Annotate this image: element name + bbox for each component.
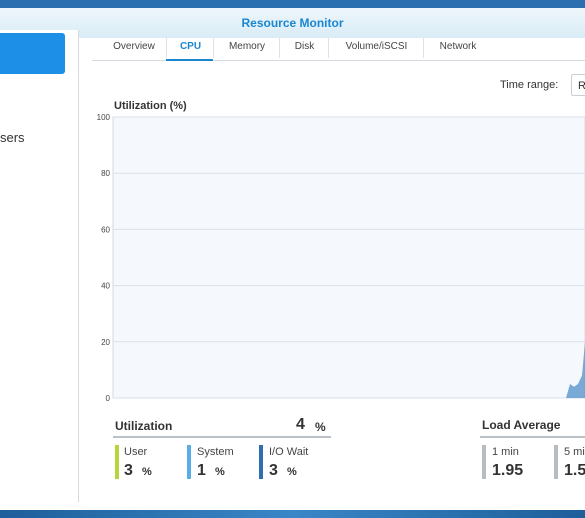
user-color-bar <box>115 445 119 479</box>
time-range-select[interactable]: R <box>571 74 585 96</box>
system-value: 1 <box>197 462 206 479</box>
chart-areas <box>562 341 585 398</box>
y-tick-label: 60 <box>101 225 110 234</box>
y-tick-label: 40 <box>101 282 110 291</box>
nav-item-users[interactable]: sers <box>0 130 25 145</box>
y-tick-label: 0 <box>106 394 111 403</box>
resource-tabs: Overview CPU Memory Disk Volume/iSCSI Ne… <box>92 30 585 61</box>
load-5min-value: 1.5 <box>564 462 585 479</box>
load-1min-value: 1.95 <box>492 462 524 479</box>
y-tick-label: 100 <box>97 113 111 122</box>
load-1min-label: 1 min <box>492 446 519 458</box>
load-average-divider <box>480 436 585 438</box>
chart-gridlines <box>113 116 585 399</box>
io-wait-label: I/O Wait <box>269 446 309 458</box>
chart-title: Utilization (%) <box>114 100 187 112</box>
y-axis-ticks: 100 80 60 40 20 0 <box>97 113 111 403</box>
io-wait-unit: % <box>287 466 297 478</box>
io-wait-value: 3 <box>269 462 278 479</box>
system-unit: % <box>215 466 225 478</box>
system-color-bar <box>187 445 191 479</box>
load-1min-bar <box>482 445 486 479</box>
window-title: Resource Monitor <box>0 8 585 38</box>
selected-nav-item[interactable] <box>0 33 65 74</box>
utilization-total-value: 4 <box>296 416 305 433</box>
y-tick-label: 20 <box>101 338 110 347</box>
load-5min-label: 5 mi <box>564 446 585 458</box>
left-navigation: sers <box>0 30 79 502</box>
user-label: User <box>124 446 148 458</box>
tab-overview[interactable]: Overview <box>113 41 155 52</box>
load-average-title: Load Average <box>482 418 561 432</box>
utilization-title: Utilization <box>115 419 173 433</box>
area-series-1 <box>562 341 585 398</box>
tab-volume-iscsi[interactable]: Volume/iSCSI <box>328 38 424 58</box>
tab-network[interactable]: Network <box>423 38 492 58</box>
io-wait-color-bar <box>259 445 263 479</box>
utilization-total-unit: % <box>315 420 326 434</box>
utilization-divider <box>113 436 331 438</box>
tab-memory[interactable]: Memory <box>213 38 280 58</box>
tab-disk[interactable]: Disk <box>279 38 329 58</box>
system-label: System <box>197 446 234 458</box>
chart-plot-area <box>112 116 585 399</box>
load-5min-bar <box>554 445 558 479</box>
time-range-label: Time range: <box>500 79 559 91</box>
window-bottom-edge <box>0 510 585 518</box>
user-value: 3 <box>124 462 133 479</box>
y-tick-label: 80 <box>101 169 110 178</box>
user-unit: % <box>142 466 152 478</box>
tab-cpu[interactable]: CPU <box>166 38 214 58</box>
active-tab-indicator <box>166 59 213 61</box>
